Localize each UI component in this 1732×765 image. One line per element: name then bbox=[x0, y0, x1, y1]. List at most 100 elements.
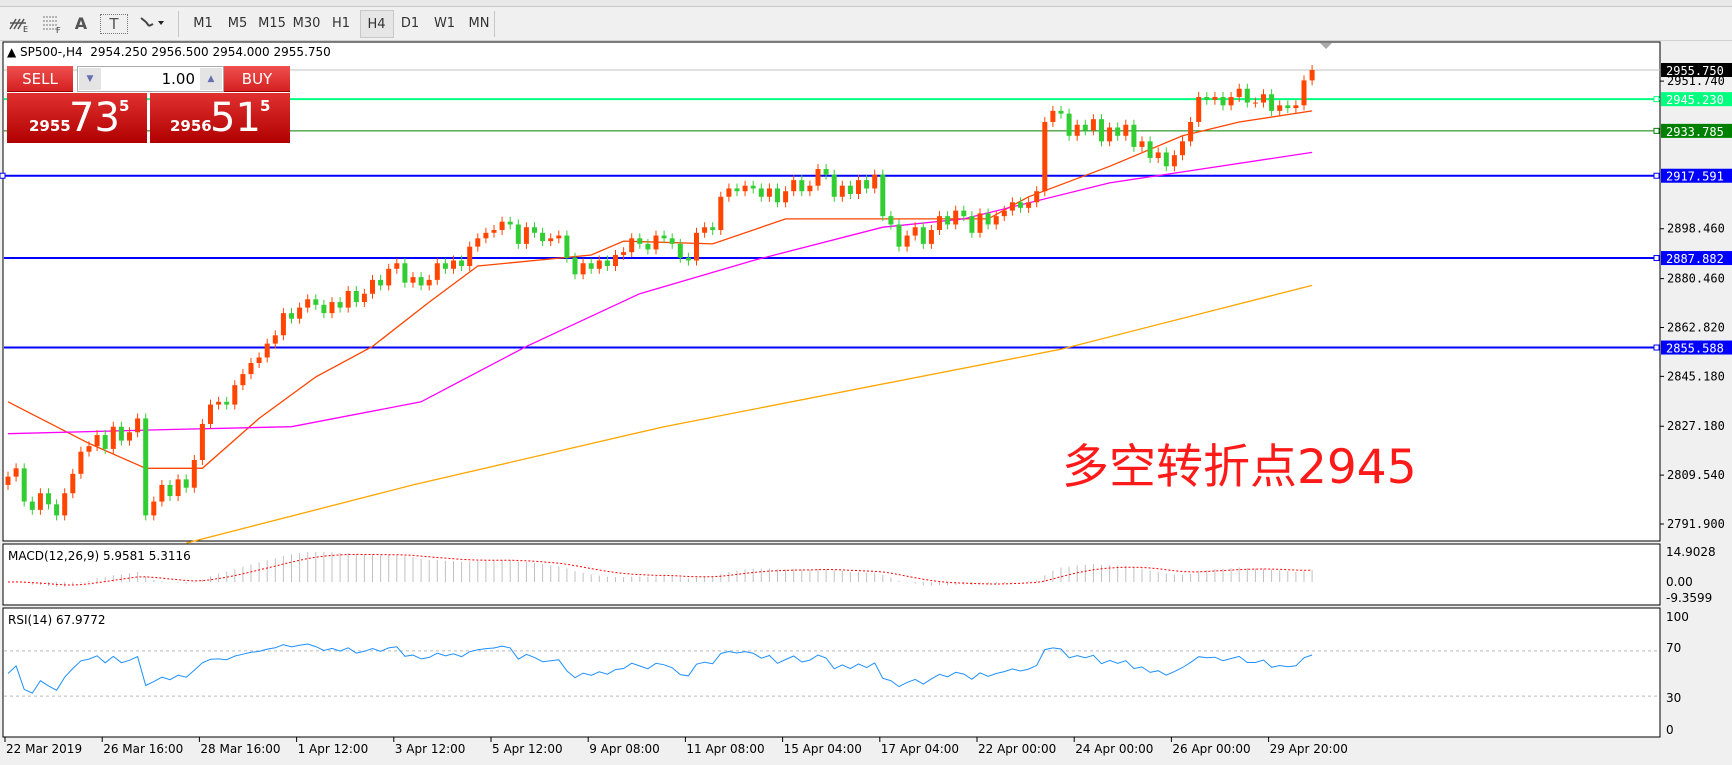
timeframe-h1-button[interactable]: H1 bbox=[331, 15, 351, 31]
candle bbox=[21, 463, 27, 507]
candle-body bbox=[1196, 97, 1202, 122]
price-axis-label: 2898.460 bbox=[1667, 222, 1725, 236]
candle bbox=[758, 183, 764, 202]
timeframe-d1-button[interactable]: D1 bbox=[400, 15, 420, 31]
candle-body bbox=[1074, 124, 1080, 136]
timeframe-mn-button[interactable]: MN bbox=[468, 15, 490, 31]
candle-body bbox=[645, 243, 651, 250]
candle bbox=[588, 258, 594, 274]
candle bbox=[710, 222, 716, 236]
candle bbox=[839, 180, 845, 202]
candle bbox=[766, 183, 772, 202]
price-label-background bbox=[1661, 63, 1732, 77]
candle-body bbox=[1204, 97, 1210, 100]
candle-body bbox=[937, 216, 942, 231]
fibonacci-icon[interactable]: F bbox=[36, 10, 66, 36]
candle bbox=[1123, 119, 1129, 141]
candle-body bbox=[280, 313, 286, 336]
rsi-axis-label: 70 bbox=[1666, 641, 1681, 655]
time-axis-label: 22 Apr 00:00 bbox=[978, 742, 1056, 756]
candle bbox=[208, 399, 213, 429]
candle bbox=[1001, 205, 1007, 222]
price-line-label: 2945.230 bbox=[1666, 93, 1724, 107]
candle-body bbox=[928, 230, 934, 244]
candle-body bbox=[702, 227, 708, 233]
candle bbox=[143, 413, 149, 521]
candle-body bbox=[669, 238, 675, 244]
open-value: 2954.250 bbox=[90, 45, 148, 59]
buy-price-button[interactable]: 2956 51 5 bbox=[150, 93, 290, 143]
chart-objects-icon[interactable]: E bbox=[4, 10, 34, 36]
sell-price-button[interactable]: 2955 73 5 bbox=[7, 93, 147, 143]
toolbar-separator bbox=[494, 11, 495, 37]
candle-body bbox=[766, 188, 772, 197]
candle-body bbox=[839, 185, 845, 197]
buy-button[interactable]: BUY bbox=[224, 66, 290, 92]
candle bbox=[394, 258, 400, 274]
candle-body bbox=[823, 169, 829, 175]
candle-body bbox=[337, 302, 343, 308]
lot-increase-icon[interactable]: ▲ bbox=[200, 68, 222, 90]
candle-body bbox=[1180, 141, 1185, 156]
lot-decrease-icon[interactable]: ▼ bbox=[79, 68, 101, 90]
buy-price-sup: 5 bbox=[260, 97, 271, 115]
macd-panel-frame bbox=[2, 543, 1661, 606]
timeframe-m30-button[interactable]: M30 bbox=[292, 15, 321, 31]
timeframe-m1-button[interactable]: M1 bbox=[193, 15, 213, 31]
candle-body bbox=[5, 476, 11, 485]
candle-body bbox=[718, 196, 724, 231]
high-value: 2956.500 bbox=[151, 45, 209, 59]
candle bbox=[685, 252, 691, 266]
candle-body bbox=[1139, 141, 1145, 147]
collapse-triangle-icon[interactable]: ▲ bbox=[7, 45, 21, 59]
lot-size-input[interactable] bbox=[103, 69, 197, 89]
candle bbox=[345, 285, 351, 313]
candle bbox=[750, 180, 756, 194]
candle-body bbox=[1285, 105, 1291, 109]
candle bbox=[961, 205, 967, 222]
candle-body bbox=[734, 188, 740, 192]
candle bbox=[791, 175, 797, 197]
timeframe-m15-button[interactable]: M15 bbox=[258, 15, 286, 31]
candle bbox=[726, 183, 732, 202]
candle-body bbox=[127, 432, 132, 441]
candle-body bbox=[483, 232, 489, 239]
timeframe-w1-button[interactable]: W1 bbox=[433, 15, 456, 31]
arrows-dropdown-icon[interactable] bbox=[135, 10, 169, 36]
rsi-axis-label: 30 bbox=[1666, 691, 1681, 705]
candle-body bbox=[1301, 80, 1307, 106]
candle-body bbox=[159, 484, 165, 502]
candle-body bbox=[1050, 110, 1056, 122]
time-axis-label: 22 Mar 2019 bbox=[6, 742, 82, 756]
price-label-background bbox=[1661, 251, 1732, 266]
candle bbox=[564, 230, 570, 263]
text-icon[interactable]: A bbox=[74, 13, 88, 33]
candle bbox=[5, 471, 11, 490]
candle bbox=[856, 175, 861, 199]
candle-body bbox=[872, 174, 878, 189]
candle-body bbox=[613, 254, 618, 267]
timeframe-h4-button[interactable]: H4 bbox=[359, 10, 394, 38]
candle bbox=[216, 396, 222, 410]
candle-body bbox=[1171, 155, 1177, 167]
candle bbox=[847, 180, 853, 199]
candle bbox=[1050, 105, 1056, 127]
candle bbox=[29, 496, 35, 515]
candle-body bbox=[1228, 97, 1234, 106]
sell-button[interactable]: SELL bbox=[7, 66, 73, 92]
candle-body bbox=[629, 238, 635, 253]
macd-label: MACD(12,26,9) 5.9581 5.3116 bbox=[8, 549, 191, 563]
candle-body bbox=[118, 426, 124, 441]
candle-body bbox=[1212, 97, 1218, 100]
candle-body bbox=[556, 235, 562, 239]
candle bbox=[775, 183, 780, 208]
candle-body bbox=[1188, 121, 1194, 142]
candle-body bbox=[985, 213, 991, 225]
candle bbox=[888, 211, 894, 230]
candle bbox=[499, 216, 505, 236]
text-label-icon[interactable]: T bbox=[100, 14, 128, 34]
candle-body bbox=[232, 385, 238, 405]
sell-price-sup: 5 bbox=[119, 97, 130, 115]
candle bbox=[102, 430, 108, 454]
timeframe-m5-button[interactable]: M5 bbox=[227, 15, 248, 31]
